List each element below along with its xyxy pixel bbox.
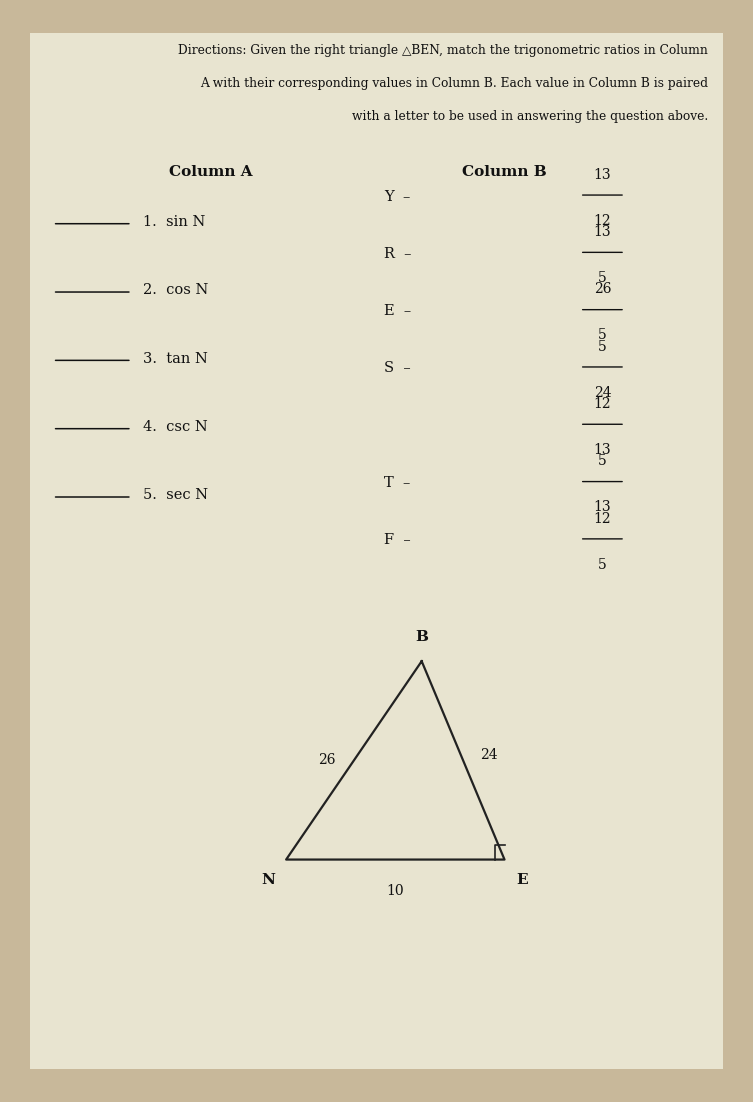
- Text: 3.  tan N: 3. tan N: [143, 352, 208, 366]
- Text: 12: 12: [593, 397, 611, 411]
- Text: 5: 5: [598, 328, 607, 343]
- Text: 13: 13: [593, 500, 611, 515]
- Text: S  –: S –: [384, 361, 411, 376]
- Text: 12: 12: [593, 214, 611, 228]
- Text: Column A: Column A: [169, 165, 253, 180]
- Text: 13: 13: [593, 168, 611, 182]
- Text: 5.  sec N: 5. sec N: [143, 488, 208, 503]
- Text: 26: 26: [318, 754, 335, 767]
- Text: 12: 12: [593, 511, 611, 526]
- Text: 5: 5: [598, 454, 607, 468]
- Text: R  –: R –: [384, 247, 412, 261]
- Text: 4.  csc N: 4. csc N: [143, 420, 208, 434]
- Text: 2.  cos N: 2. cos N: [143, 283, 209, 298]
- Text: 24: 24: [480, 748, 497, 761]
- Text: Directions: Given the right triangle △BEN, match the trigonometric ratios in Col: Directions: Given the right triangle △BE…: [178, 44, 708, 57]
- Text: 26: 26: [593, 282, 611, 296]
- Text: B: B: [415, 629, 428, 644]
- Text: 10: 10: [386, 884, 404, 898]
- Text: Column B: Column B: [462, 165, 547, 180]
- Text: with a letter to be used in answering the question above.: with a letter to be used in answering th…: [352, 110, 708, 123]
- Text: 13: 13: [593, 443, 611, 457]
- Text: A with their corresponding values in Column B. Each value in Column B is paired: A with their corresponding values in Col…: [200, 77, 708, 90]
- Text: F  –: F –: [384, 533, 411, 548]
- Text: Y  –: Y –: [384, 190, 410, 204]
- Text: N: N: [261, 873, 275, 887]
- Text: 5: 5: [598, 339, 607, 354]
- Text: 24: 24: [593, 386, 611, 400]
- Text: E  –: E –: [384, 304, 411, 318]
- Text: 1.  sin N: 1. sin N: [143, 215, 206, 229]
- Text: 5: 5: [598, 558, 607, 572]
- Text: 13: 13: [593, 225, 611, 239]
- Text: T  –: T –: [384, 476, 410, 490]
- Text: 5: 5: [598, 271, 607, 285]
- Text: E: E: [516, 873, 527, 887]
